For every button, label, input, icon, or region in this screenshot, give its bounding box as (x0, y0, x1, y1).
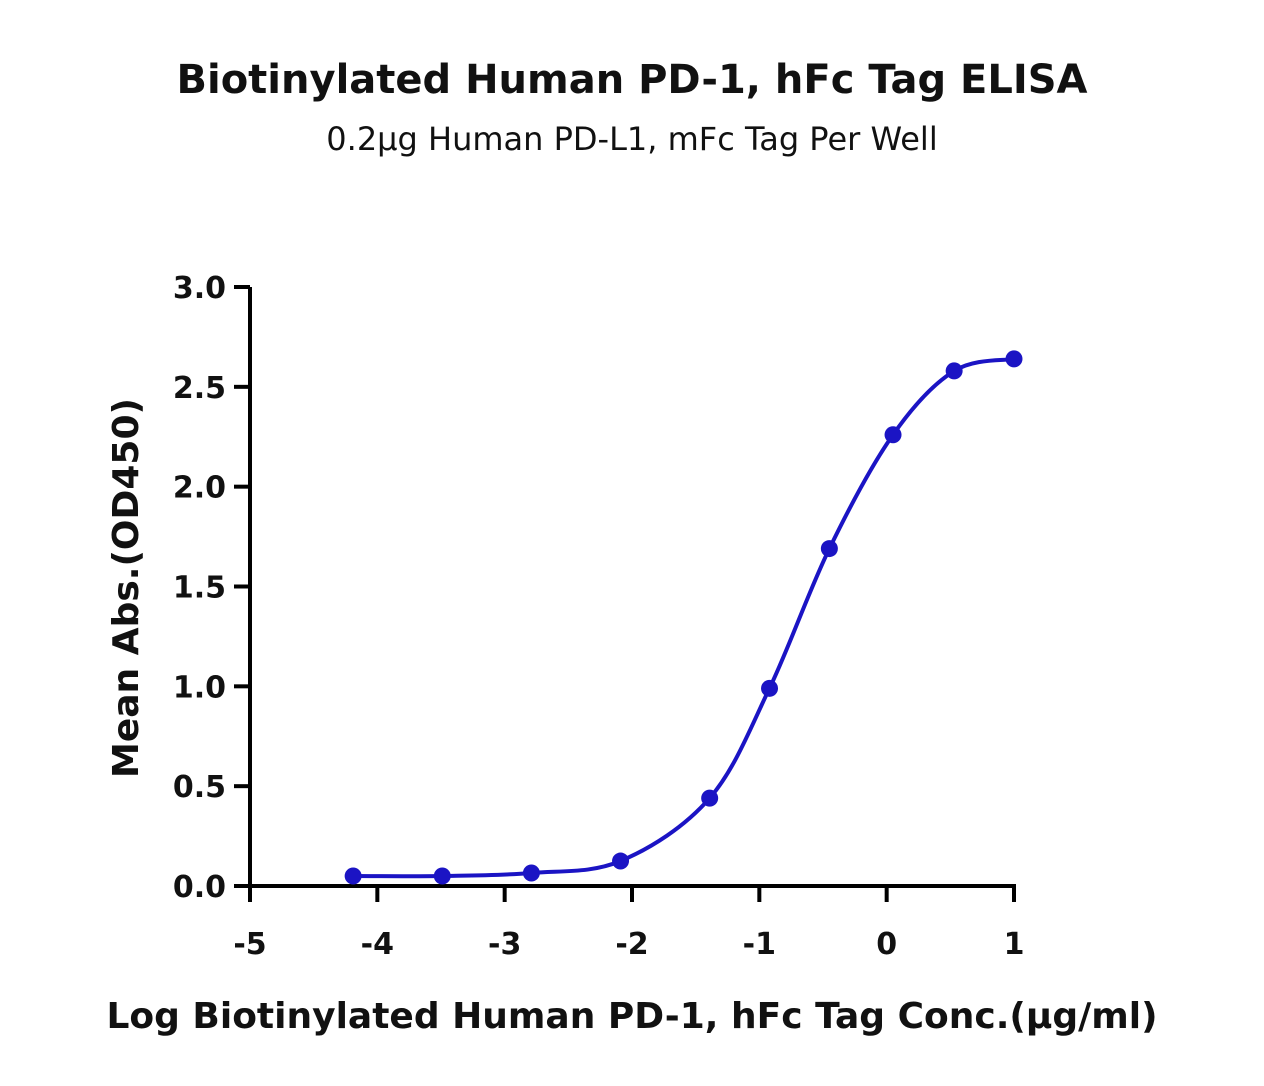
data-point (945, 362, 963, 380)
x-tick-label: 1 (1004, 927, 1025, 962)
x-ticks: -5 -4 -3 -2 -1 0 1 (233, 886, 1024, 962)
x-tick-label: -1 (743, 927, 776, 962)
data-point (612, 852, 630, 870)
x-tick-label: -2 (615, 927, 648, 962)
data-point (1005, 350, 1023, 368)
chart-subtitle: 0.2µg Human PD-L1, mFc Tag Per Well (326, 120, 937, 158)
y-tick-label: 0.0 (173, 870, 226, 905)
y-tick-label: 2.5 (173, 371, 226, 406)
fit-curve (353, 356, 1015, 879)
data-point (433, 867, 451, 885)
data-point (884, 426, 902, 444)
chart-title: Biotinylated Human PD-1, hFc Tag ELISA (177, 57, 1088, 103)
data-point (761, 679, 779, 697)
x-tick-label: -3 (488, 927, 521, 962)
x-tick-label: -4 (361, 927, 394, 962)
y-tick-label: 0.5 (173, 770, 226, 805)
x-tick-label: 0 (876, 927, 897, 962)
y-tick-label: 2.0 (173, 471, 226, 506)
y-tick-label: 1.0 (173, 670, 226, 705)
axes (248, 287, 1016, 888)
y-axis-label: Mean Abs.(OD450) (106, 398, 147, 778)
data-point (522, 864, 540, 882)
x-axis-label: Log Biotinylated Human PD-1, hFc Tag Con… (106, 996, 1157, 1037)
y-tick-label: 1.5 (173, 571, 226, 606)
data-point (701, 789, 719, 807)
data-point (820, 540, 838, 558)
x-tick-label: -5 (233, 927, 266, 962)
y-tick-label: 3.0 (173, 271, 226, 306)
data-points (344, 350, 1023, 885)
data-point (344, 867, 362, 885)
y-ticks: 0.0 0.5 1.0 1.5 2.0 2.5 3.0 (173, 271, 250, 905)
